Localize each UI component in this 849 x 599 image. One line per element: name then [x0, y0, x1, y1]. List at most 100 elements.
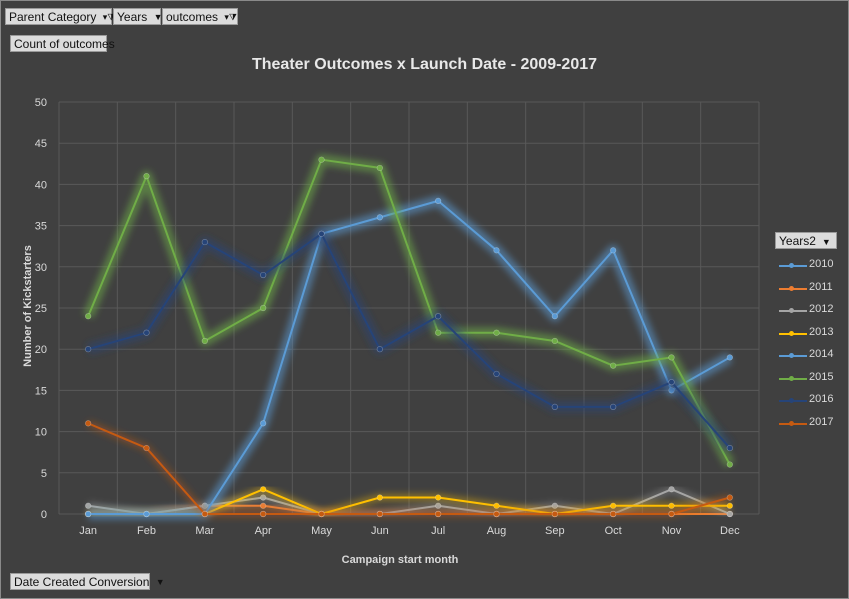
- data-point: [726, 502, 733, 509]
- legend-item-2016: 2016: [775, 391, 837, 414]
- outcomes-label: outcomes: [166, 10, 219, 24]
- data-point: [551, 510, 558, 518]
- data-point: [260, 486, 267, 493]
- data-point: [610, 502, 617, 509]
- data-point: [610, 362, 617, 369]
- legend-item-2010: 2010: [775, 256, 837, 279]
- data-point: [551, 502, 558, 509]
- series-lines: [83, 154, 735, 520]
- years-label: Years: [117, 10, 148, 24]
- data-point: [376, 494, 383, 501]
- data-point: [85, 502, 92, 509]
- data-point: [143, 510, 150, 518]
- years2-label: Years2: [779, 234, 816, 248]
- y-tick-label: 5: [41, 468, 47, 480]
- legend-item-2011: 2011: [775, 279, 837, 302]
- parent-category-filter-button[interactable]: Parent Category ▾⧩: [5, 8, 115, 25]
- x-axis-tick-labels: Jan Feb Mar Apr May Jun Jul Aug Sep Oct Nov Dec: [79, 525, 740, 537]
- data-point: [318, 156, 325, 163]
- x-tick-label: Jun: [371, 525, 389, 537]
- data-point: [435, 197, 442, 204]
- x-tick-label: Sep: [545, 525, 565, 537]
- data-point: [376, 510, 383, 518]
- data-point: [435, 510, 442, 518]
- data-point: [726, 510, 733, 518]
- y-tick-label: 50: [35, 97, 47, 109]
- data-point: [143, 329, 150, 336]
- data-point: [260, 420, 267, 427]
- x-tick-label: Apr: [255, 525, 272, 537]
- data-point: [668, 354, 675, 361]
- data-point: [318, 510, 325, 518]
- outcomes-filter-button[interactable]: outcomes ▾⧩: [162, 8, 238, 25]
- legend-marker: [789, 330, 794, 336]
- y-tick-label: 45: [35, 138, 47, 150]
- funnel-filter-icon: ▾⧩: [224, 12, 237, 23]
- series-2015: [83, 154, 735, 468]
- count-of-outcomes-button[interactable]: Count of outcomes: [10, 35, 115, 52]
- y-tick-label: 30: [35, 262, 47, 274]
- series-2017: [85, 420, 733, 518]
- legend-marker: [789, 398, 794, 403]
- dropdown-arrow-icon: ▼: [153, 12, 163, 23]
- legend-item-2012: 2012: [775, 301, 837, 324]
- chart-title: Theater Outcomes x Launch Date - 2009-20…: [251, 56, 598, 73]
- x-tick-label: Mar: [195, 525, 214, 537]
- x-tick-label: Jan: [79, 525, 97, 537]
- series-line-2014: [88, 199, 731, 515]
- legend-items: 2010 2011 2012 2013 2014 2015 2016 2017: [775, 256, 837, 436]
- legend-label: 2015: [809, 370, 834, 383]
- dropdown-arrow-icon: ▼: [155, 577, 165, 588]
- data-point: [551, 337, 558, 345]
- legend-marker: [789, 420, 794, 426]
- x-tick-label: Aug: [487, 525, 507, 537]
- data-point: [493, 247, 500, 254]
- data-point: [493, 370, 500, 378]
- data-point: [260, 502, 267, 509]
- legend-label: 2012: [809, 303, 834, 315]
- parent-category-label: Parent Category: [9, 10, 97, 24]
- data-point: [260, 494, 267, 501]
- y-tick-label: 20: [35, 344, 47, 356]
- data-point: [260, 510, 267, 518]
- data-point: [143, 173, 150, 180]
- count-of-outcomes-label: Count of outcomes: [14, 37, 115, 51]
- x-axis-title: Campaign start month: [341, 554, 459, 566]
- legend-label: 2014: [809, 348, 834, 360]
- data-point: [435, 313, 442, 320]
- data-point: [726, 444, 733, 452]
- data-point: [260, 304, 267, 312]
- date-created-conversion-label: Date Created Conversion: [14, 575, 150, 589]
- data-point: [376, 346, 383, 353]
- data-point: [610, 510, 617, 518]
- data-point: [610, 403, 617, 410]
- x-tick-label: Jul: [431, 525, 445, 537]
- data-point: [551, 403, 558, 410]
- series-line-2017: [87, 422, 731, 515]
- legend-marker: [789, 285, 794, 291]
- legend-marker: [789, 263, 794, 268]
- data-point: [85, 420, 92, 427]
- y-tick-label: 25: [35, 303, 47, 315]
- date-created-conversion-button[interactable]: Date Created Conversion ▼: [10, 573, 165, 590]
- legend-marker: [789, 308, 794, 313]
- data-point: [493, 502, 500, 509]
- legend-label: 2016: [809, 393, 834, 405]
- data-point: [493, 329, 500, 336]
- y-tick-label: 10: [35, 427, 47, 439]
- dropdown-arrow-icon: ▼: [821, 237, 831, 247]
- funnel-filter-icon: ▾⧩: [102, 12, 116, 23]
- years-filter-button[interactable]: Years ▼: [113, 8, 163, 25]
- years2-legend-button[interactable]: Years2 ▼: [775, 232, 837, 249]
- data-point: [201, 510, 208, 518]
- legend-item-2015: 2015: [775, 369, 837, 392]
- x-tick-label: Dec: [720, 525, 740, 537]
- data-point: [726, 461, 733, 468]
- data-point: [318, 230, 325, 237]
- legend-item-2017: 2017: [775, 414, 837, 437]
- data-point: [726, 494, 733, 501]
- data-point: [493, 510, 500, 518]
- data-point: [435, 329, 442, 336]
- legend: Years2 ▼ 2010 2011 2012 2013 2014 2015 2016 2017: [775, 232, 837, 436]
